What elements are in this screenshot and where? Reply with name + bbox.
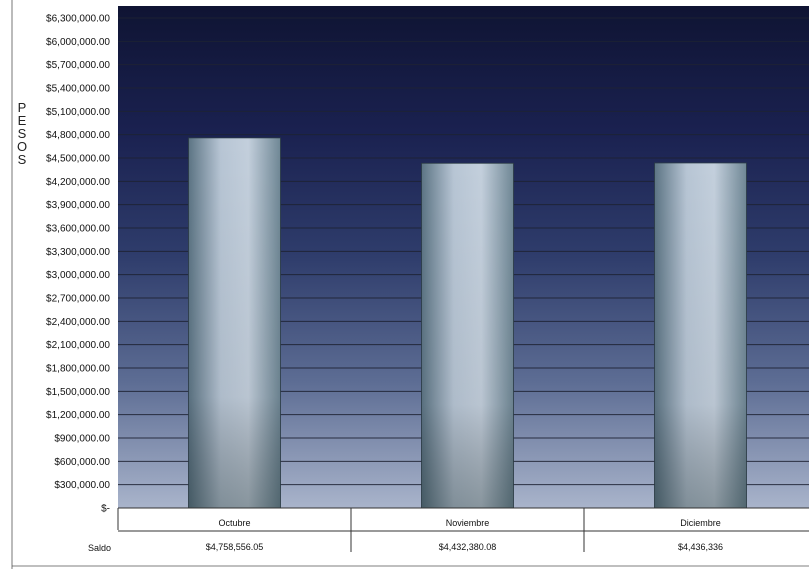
y-axis-title-letter: E: [18, 113, 27, 128]
y-axis-title-letter: O: [17, 139, 27, 154]
table-series-label: Saldo: [88, 543, 111, 553]
y-axis-title-letter: S: [18, 126, 27, 141]
y-tick-label: $2,400,000.00: [46, 317, 110, 328]
y-tick-label: $3,300,000.00: [46, 247, 110, 258]
y-tick-label: $4,800,000.00: [46, 130, 110, 141]
y-tick-label: $5,400,000.00: [46, 84, 110, 95]
y-tick-label: $300,000.00: [54, 480, 110, 491]
y-tick-label: $3,600,000.00: [46, 224, 110, 235]
y-axis-title-letter: P: [18, 100, 27, 115]
data-table: Saldo Octubre $4,758,556.05 Noviembre $4,43…: [11, 0, 809, 569]
y-tick-label: $3,000,000.00: [46, 270, 110, 281]
x-category-label: Noviembre: [446, 518, 490, 528]
y-tick-label: $1,200,000.00: [46, 410, 110, 421]
y-tick-label: $5,700,000.00: [46, 60, 110, 71]
bar-shade: [188, 137, 281, 509]
x-category-label: Diciembre: [680, 518, 721, 528]
x-category-label: Octubre: [218, 518, 250, 528]
y-tick-label: $2,100,000.00: [46, 340, 110, 351]
y-tick-label: $1,500,000.00: [46, 387, 110, 398]
table-value: $4,432,380.08: [439, 542, 497, 552]
y-tick-label: $4,200,000.00: [46, 177, 110, 188]
y-tick-label: $6,300,000.00: [46, 14, 110, 25]
table-value: $4,758,556.05: [206, 542, 264, 552]
table-value: $4,436,336: [678, 542, 723, 552]
y-tick-label: $900,000.00: [54, 434, 110, 445]
bars: [188, 137, 747, 509]
y-tick-label: $6,000,000.00: [46, 37, 110, 48]
bar-shade: [421, 163, 514, 508]
y-tick-label: $1,800,000.00: [46, 364, 110, 375]
y-tick-label: $3,900,000.00: [46, 200, 110, 211]
y-axis-title-letter: S: [18, 152, 27, 167]
y-tick-label: $5,100,000.00: [46, 107, 110, 118]
y-tick-label: $2,700,000.00: [46, 294, 110, 305]
y-tick-label: $4,500,000.00: [46, 154, 110, 165]
y-tick-label: $600,000.00: [54, 457, 110, 468]
bar-shade: [654, 162, 747, 508]
y-tick-label: $-: [101, 504, 110, 515]
y-axis-ticks: $- $300,000.00 $600,000.00 $900,000.00 $1,20…: [46, 14, 110, 515]
